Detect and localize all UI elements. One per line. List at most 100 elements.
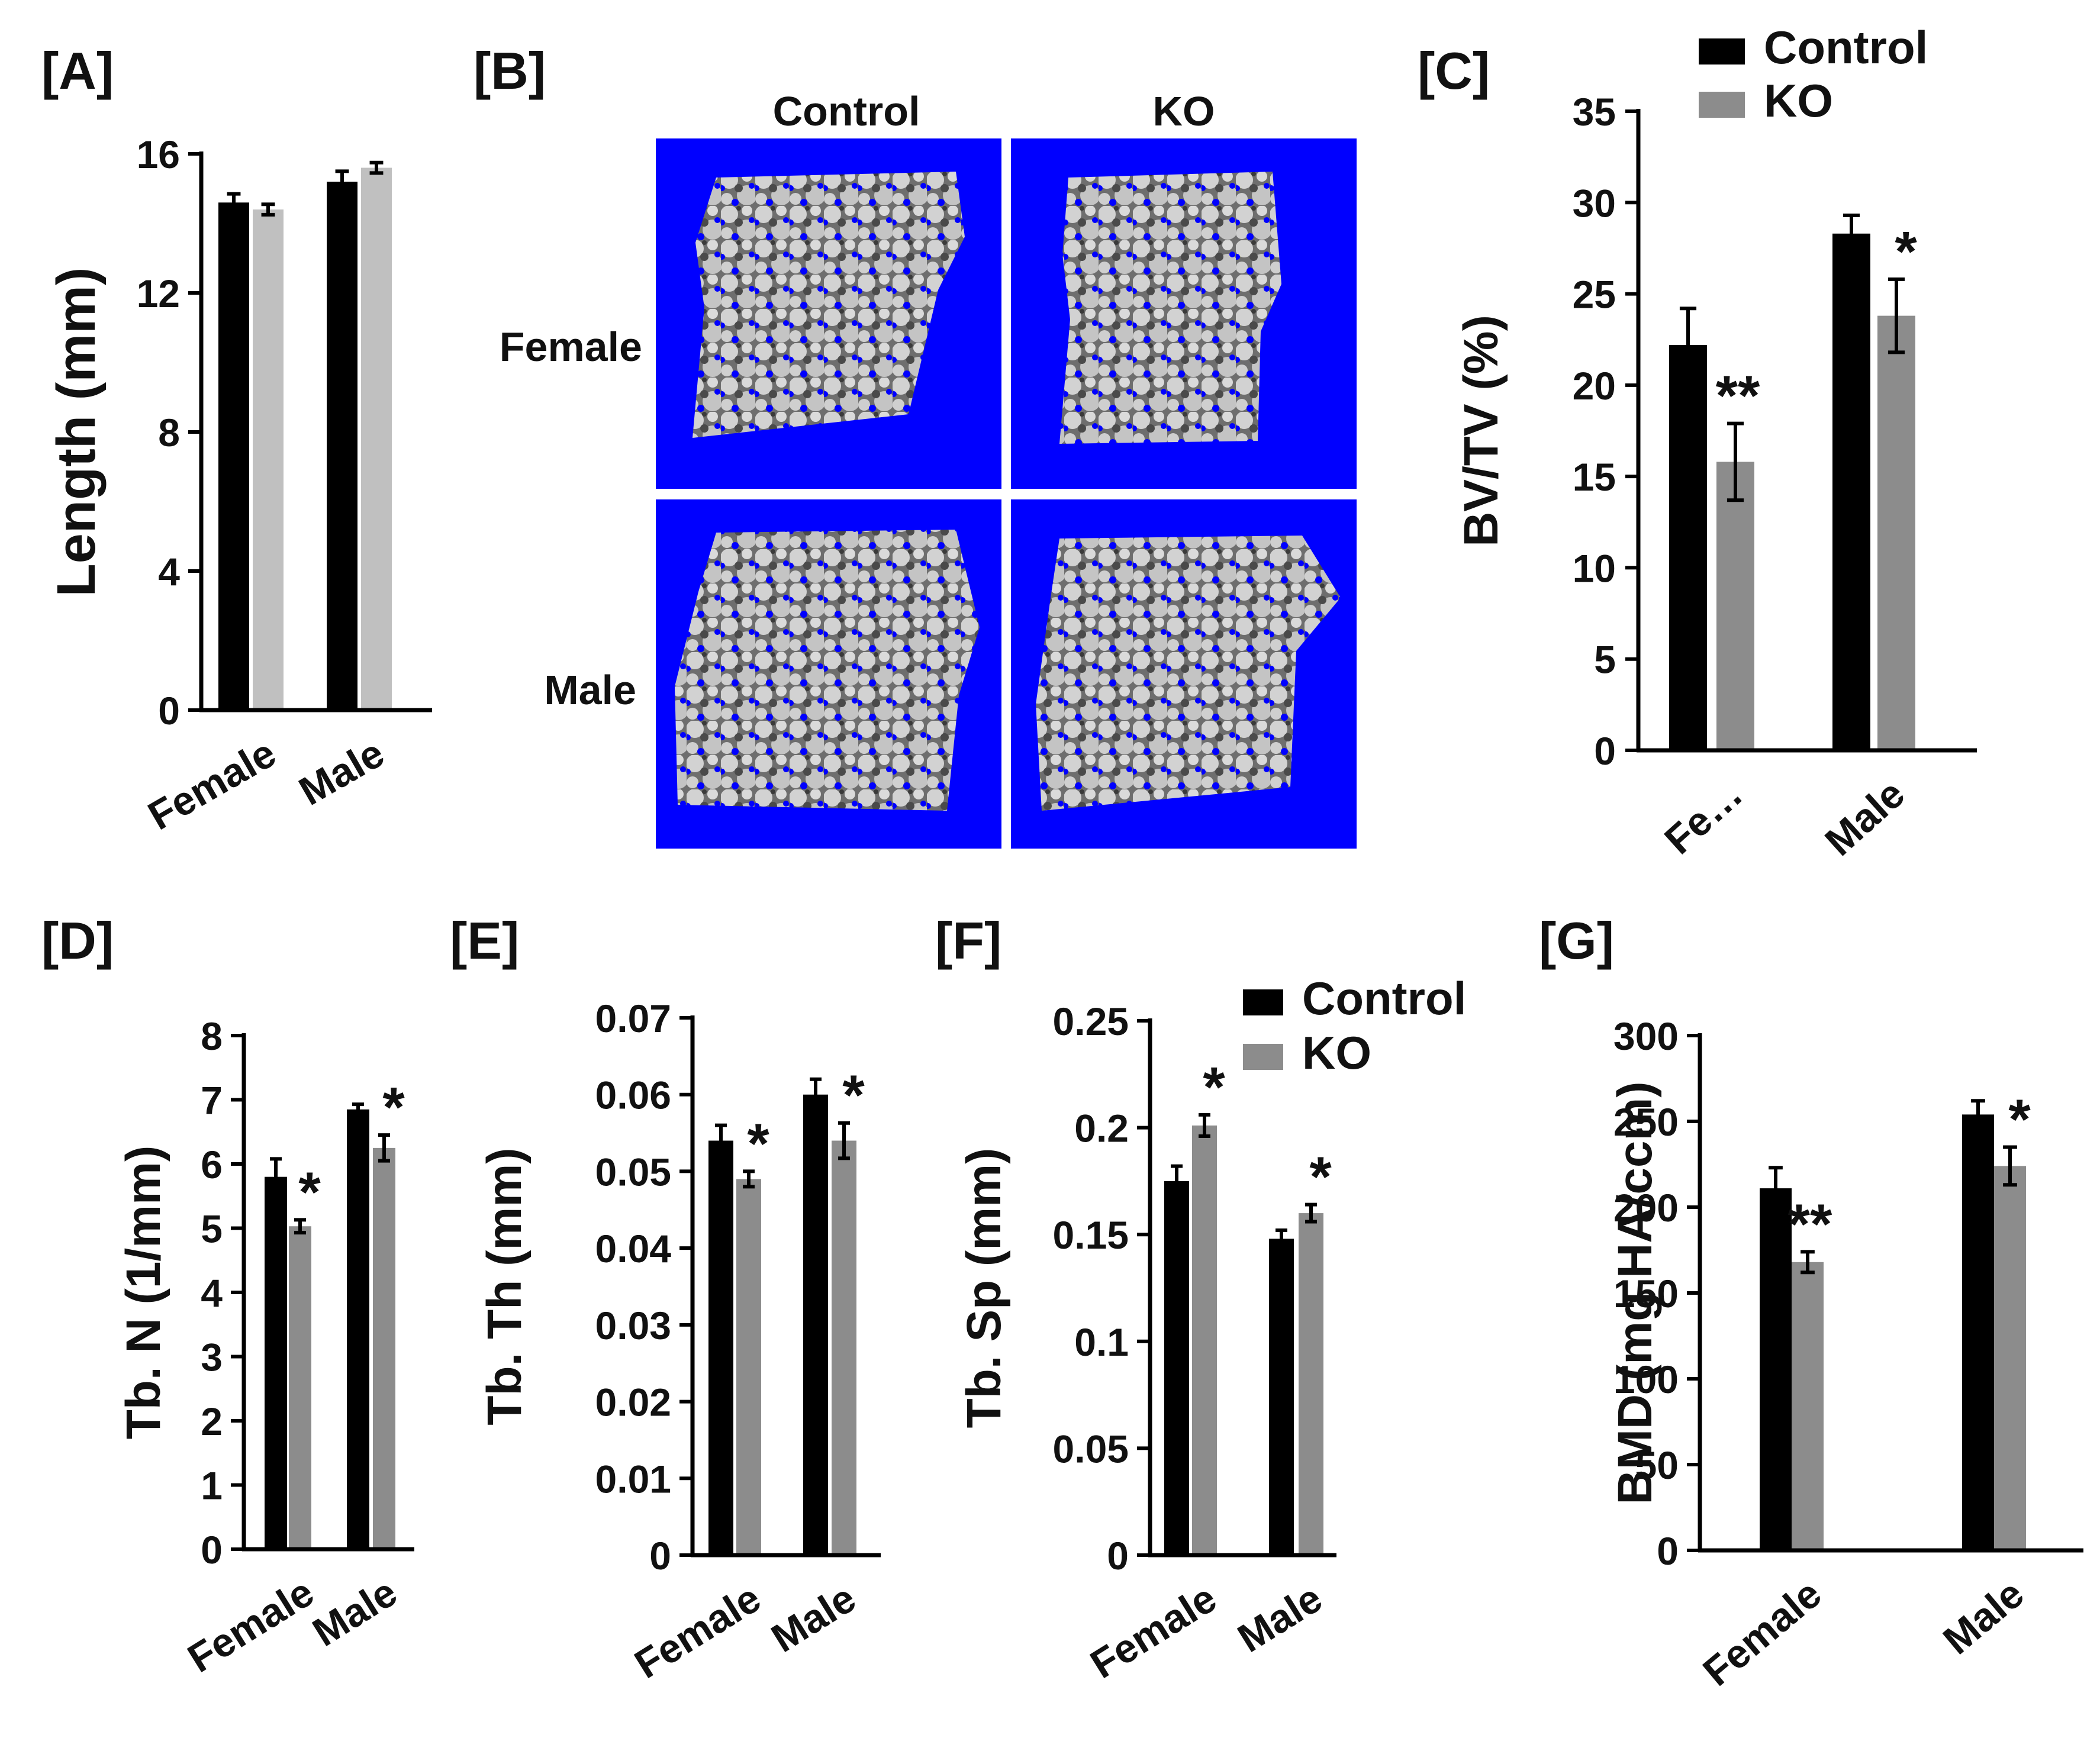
x-category-label-f: Female [1083, 1575, 1224, 1687]
bar-f-ko-male [1299, 1213, 1323, 1555]
y-tick-label-d: 8 [201, 1014, 223, 1058]
panel-a-label: [A] [41, 41, 114, 100]
significance-marker-f-0: * [1203, 1056, 1225, 1119]
y-tick-label-g: 50 [1635, 1443, 1679, 1487]
y-axis-title-f: Tb. Sp (mm) [957, 1148, 1011, 1428]
significance-marker-f-1: * [1309, 1146, 1332, 1209]
y-tick-label-f: 0 [1107, 1534, 1129, 1578]
significance-marker-g-0: ** [1788, 1192, 1832, 1256]
y-tick-label-f: 0.15 [1053, 1213, 1129, 1257]
error-bar-e-1-0 [743, 1169, 755, 1189]
legend-label-control: Control [1764, 21, 1928, 73]
significance-marker-e-0: * [747, 1112, 769, 1175]
y-axis-title-a: Length (mm) [46, 267, 107, 596]
y-tick-label-g: 150 [1613, 1272, 1679, 1315]
panel-f-chart: [F] * * 0 0.05 0.1 0.15 0.2 0.25 Female Male Tb. Sp… [935, 911, 1466, 1687]
bar-a-control-female [218, 202, 249, 710]
y-tick-label-c: 30 [1573, 181, 1616, 225]
error-bar-a-1-1 [369, 160, 384, 175]
bar-e-ko-male [832, 1140, 856, 1555]
x-category-label-a: Female [141, 730, 284, 839]
bar-c-control-fe [1669, 344, 1707, 750]
bar-a-control-male [327, 182, 357, 710]
error-bar-f-0-1 [1276, 1228, 1287, 1249]
panel-c-label: [C] [1418, 41, 1490, 100]
bar-g-ko-male [1994, 1166, 2026, 1550]
y-axis-title-d: Tb. N (1/mm) [117, 1146, 170, 1440]
bar-d-control-male [347, 1109, 369, 1549]
error-bar-f-0-0 [1171, 1164, 1183, 1198]
panel-e-label: [E] [450, 911, 519, 970]
panel-b-microct: [B] Control KO Female Male [474, 41, 1357, 849]
y-tick-label-e: 0.07 [595, 997, 671, 1040]
y-tick-label-g: 200 [1613, 1186, 1679, 1230]
error-bar-g-1-1 [2003, 1145, 2017, 1187]
bar-g-ko-female [1792, 1262, 1824, 1550]
error-bar-d-1-0 [294, 1218, 306, 1235]
y-tick-label-c: 35 [1573, 90, 1616, 134]
y-tick-label-d: 1 [201, 1464, 223, 1508]
bar-f-ko-female [1192, 1125, 1217, 1555]
x-category-label-c: Fe… [1656, 771, 1751, 863]
x-category-label-c: Male [1816, 771, 1913, 865]
error-bar-a-0-1 [335, 169, 349, 194]
bar-a-ko-female [253, 209, 284, 710]
significance-marker-c-1: * [1895, 220, 1917, 283]
y-tick-label-g: 0 [1657, 1529, 1679, 1573]
x-category-label-e: Male [764, 1575, 863, 1661]
error-bar-e-0-0 [715, 1123, 727, 1158]
y-tick-label-d: 4 [201, 1271, 223, 1315]
x-category-label-d: Male [305, 1569, 404, 1655]
bone-female-ko [1059, 172, 1281, 444]
error-bar-d-0-1 [352, 1102, 364, 1117]
x-category-label-a: Male [292, 730, 392, 814]
row-header-male: Male [544, 667, 636, 713]
y-tick-label-e: 0.03 [595, 1304, 671, 1347]
significance-marker-d-1: * [382, 1076, 405, 1139]
y-tick-label-d: 0 [201, 1528, 223, 1572]
legend-swatch-ko [1243, 1044, 1283, 1070]
bar-d-ko-male [373, 1147, 395, 1549]
bone-female-control [693, 172, 965, 438]
bone-male-control [675, 530, 980, 811]
legend-swatch-ko [1699, 92, 1745, 118]
bar-d-control-female [265, 1176, 287, 1549]
legend-label-ko: KO [1302, 1027, 1371, 1079]
y-tick-label-e: 0.04 [595, 1227, 672, 1270]
y-tick-label-g: 300 [1613, 1014, 1679, 1058]
y-tick-label-d: 3 [201, 1336, 223, 1379]
x-category-label-d: Female [180, 1569, 321, 1681]
row-header-female: Female [500, 324, 642, 370]
bar-c-control-male [1832, 233, 1870, 750]
y-tick-label-d: 5 [201, 1207, 223, 1251]
y-tick-label-e: 0.05 [595, 1150, 671, 1194]
y-tick-label-c: 25 [1573, 273, 1616, 317]
bar-g-control-male [1962, 1114, 1994, 1550]
y-tick-label-a: 12 [137, 272, 180, 315]
bar-f-control-female [1164, 1181, 1189, 1555]
y-tick-label-d: 2 [201, 1399, 223, 1443]
y-tick-label-f: 0.05 [1053, 1427, 1129, 1471]
bar-g-control-female [1760, 1188, 1792, 1550]
y-tick-label-c: 20 [1573, 364, 1616, 408]
legend-label-control: Control [1302, 972, 1466, 1024]
significance-marker-d-0: * [298, 1160, 321, 1224]
panel-f-label: [F] [935, 911, 1001, 970]
y-tick-label-c: 5 [1594, 638, 1616, 682]
x-category-label-g: Female [1695, 1571, 1830, 1695]
y-tick-label-e: 0.01 [595, 1457, 671, 1501]
bone-male-ko [1036, 536, 1341, 811]
y-tick-label-a: 0 [158, 689, 180, 733]
bar-f-control-male [1269, 1239, 1294, 1555]
col-header-ko: KO [1153, 88, 1215, 134]
bar-a-ko-male [361, 167, 392, 710]
error-bar-c-1-1 [1888, 277, 1905, 354]
bar-e-control-male [803, 1094, 828, 1555]
significance-marker-c-0: ** [1716, 365, 1760, 428]
error-bar-c-0-1 [1843, 213, 1860, 254]
y-tick-label-f: 0.25 [1053, 999, 1129, 1043]
y-tick-label-e: 0.06 [595, 1073, 671, 1117]
error-bar-d-0-0 [270, 1157, 282, 1197]
